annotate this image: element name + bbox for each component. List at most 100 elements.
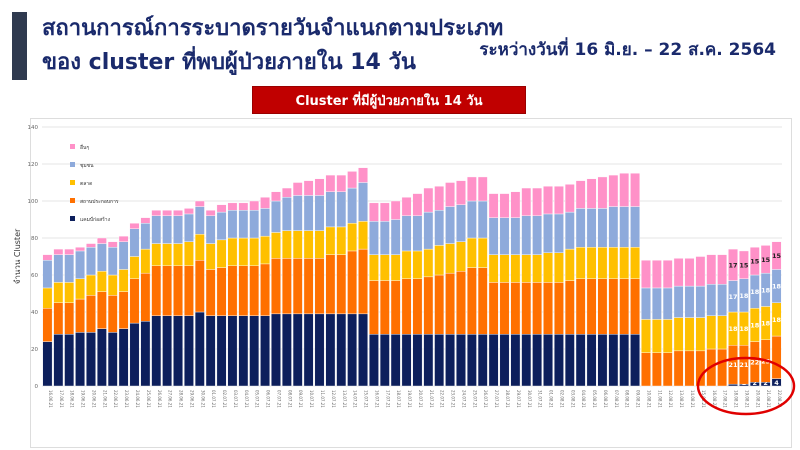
bar-segment — [336, 254, 347, 315]
bar-segment — [662, 319, 673, 353]
bar-segment — [423, 248, 434, 278]
bar-segment — [281, 313, 292, 387]
bar-segment — [162, 210, 173, 217]
bar-segment — [358, 167, 368, 183]
bar-segment — [477, 267, 488, 335]
data-label: 2 — [763, 379, 768, 387]
bar-segment — [412, 334, 423, 387]
bar-segment — [379, 254, 390, 281]
bar-segment — [194, 260, 205, 313]
x-tick-label: 22.07.21 — [440, 390, 445, 408]
bar-segment — [336, 174, 347, 192]
bar-segment — [477, 237, 488, 268]
bar-segment — [358, 182, 368, 222]
data-label: 17 — [729, 261, 738, 269]
bar-segment — [162, 215, 173, 244]
y-tick-label: 100 — [28, 199, 39, 205]
x-tick-label: 23.06.21 — [124, 390, 129, 408]
x-tick-label: 24.06.21 — [135, 390, 140, 408]
bar-segment — [64, 282, 75, 303]
bar-segment — [619, 278, 630, 335]
bar-segment — [575, 180, 586, 209]
bar-segment — [630, 278, 640, 335]
bar-segment — [216, 239, 227, 268]
bar-segment — [129, 278, 140, 324]
bar-segment — [194, 234, 205, 261]
bar-segment — [303, 313, 314, 387]
x-tick-label: 02.07.21 — [222, 390, 227, 408]
bar-segment — [336, 191, 347, 228]
bar-segment — [53, 334, 64, 387]
bar-segment — [238, 210, 249, 239]
data-label: 17 — [729, 293, 738, 301]
x-tick-label: 18.08.21 — [734, 390, 739, 408]
bar-segment — [42, 341, 53, 387]
bar-segment — [510, 217, 521, 255]
x-tick-label: 31.07.21 — [538, 390, 543, 408]
bar-segment — [249, 210, 260, 239]
bar-segment — [564, 280, 575, 335]
bar-segment — [477, 200, 488, 239]
bar-segment — [271, 232, 281, 259]
bar-segment — [227, 210, 238, 239]
bar-segment — [554, 252, 564, 283]
bar-segment — [739, 250, 749, 279]
bar-segment — [140, 222, 151, 250]
bar-segment — [466, 200, 477, 239]
bar-segment — [238, 202, 249, 211]
bar-segment — [586, 208, 597, 248]
bar-segment — [619, 247, 630, 279]
bar-segment — [347, 222, 358, 252]
x-tick-label: 17.07.21 — [385, 390, 390, 408]
bar-segment — [118, 269, 129, 292]
bar-segment — [662, 260, 673, 289]
bar-segment — [238, 237, 249, 266]
x-tick-label: 28.07.21 — [505, 390, 510, 408]
bar-segment — [695, 350, 706, 387]
bar-segment — [445, 272, 455, 335]
bar-segment — [379, 202, 390, 222]
x-tick-label: 22.06.21 — [113, 390, 118, 408]
bar-segment — [521, 282, 532, 335]
x-tick-label: 12.07.21 — [331, 390, 336, 408]
bar-segment — [695, 256, 706, 287]
bar-segment — [641, 352, 651, 387]
x-tick-label: 13.07.21 — [342, 390, 347, 408]
bar-segment — [543, 252, 553, 283]
bar-segment — [184, 265, 194, 316]
bar-segment — [532, 254, 543, 283]
bar-segment — [86, 274, 96, 296]
bar-segment — [75, 278, 85, 300]
bar-segment — [554, 185, 564, 215]
bar-segment — [325, 226, 336, 255]
x-tick-label: 14.07.21 — [353, 390, 358, 408]
bar-segment — [184, 241, 194, 266]
bar-segment — [673, 317, 684, 352]
x-tick-label: 11.07.21 — [320, 390, 325, 408]
data-label: 18 — [761, 286, 771, 294]
bar-segment — [140, 321, 151, 387]
x-tick-label: 07.08.21 — [614, 390, 619, 408]
bar-segment — [575, 278, 586, 335]
bar-segment — [608, 278, 619, 335]
data-label: 4 — [774, 379, 779, 387]
bar-segment — [271, 200, 281, 233]
bar-segment — [466, 237, 477, 268]
x-tick-label: 21.07.21 — [429, 390, 434, 408]
x-tick-label: 10.08.21 — [646, 390, 651, 408]
bar-segment — [205, 315, 216, 387]
bar-segment — [369, 202, 379, 222]
bar-segment — [151, 215, 162, 244]
x-tick-label: 14.08.21 — [690, 390, 695, 408]
bar-segment — [619, 173, 630, 207]
x-tick-label: 20.06.21 — [91, 390, 96, 408]
x-tick-label: 20.07.21 — [418, 390, 423, 408]
x-tick-label: 27.07.21 — [494, 390, 499, 408]
x-tick-label: 16.06.21 — [48, 390, 53, 408]
bar-segment — [151, 315, 162, 387]
data-label: 18 — [772, 316, 782, 324]
bar-segment — [53, 254, 64, 283]
x-tick-label: 28.06.21 — [179, 390, 184, 408]
bar-segment — [260, 235, 270, 265]
x-tick-label: 06.08.21 — [603, 390, 608, 408]
